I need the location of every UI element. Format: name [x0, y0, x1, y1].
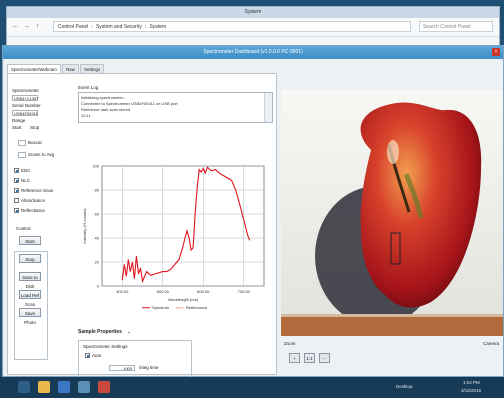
- auto-checkbox[interactable]: [85, 353, 90, 358]
- save-photo-button[interactable]: Save Photo: [19, 308, 41, 325]
- tab-content: Spectrometer USB4+C1357 Serial Number US…: [7, 73, 277, 378]
- x-tick-label: 700.00: [238, 289, 251, 294]
- controls-group: [14, 251, 48, 360]
- spectrometer-app-window: Spectrometer Dashboard (v1.0.0.0 PC-9501…: [2, 45, 504, 378]
- scans-field[interactable]: [18, 152, 26, 158]
- log-line: 10.11: [81, 113, 91, 118]
- start-label: Start: [12, 125, 22, 130]
- reflectance-label: Reflectance: [21, 208, 45, 213]
- breadcrumb-item[interactable]: System and Security: [95, 24, 142, 30]
- zoom-label: Zoom: [284, 341, 296, 346]
- reference-scan-label: Reference Scan: [21, 188, 54, 193]
- event-log[interactable]: Initializing spectrometer... Connected t…: [78, 92, 273, 123]
- spectrometer-app-icon[interactable]: [98, 381, 110, 393]
- spectrum-chart: 0 20 40 60 80 100 400.00 500.00 600.00 700.00 Wave…: [82, 164, 265, 310]
- legend-label: Reflectance: [186, 305, 208, 310]
- legend-label: Spectrum: [152, 305, 170, 310]
- settings-group-label: Spectrometer Settings: [83, 344, 128, 349]
- address-bar[interactable]: Control Panel › System and Security › System: [53, 21, 411, 32]
- serial-label: Serial Number: [12, 103, 41, 108]
- zoom-out-button[interactable]: −: [319, 353, 330, 363]
- range-label: Range: [12, 118, 26, 123]
- integration-unit-label: integ time: [139, 365, 159, 370]
- save-to-disk-button[interactable]: Save to Disk: [19, 272, 41, 289]
- load-ref-scan-button[interactable]: Load Ref Scan: [19, 290, 41, 307]
- y-axis-label: Intensity (% counts): [82, 208, 87, 244]
- forward-arrow-icon[interactable]: →: [23, 23, 30, 30]
- log-line: Reference dark scan stored: [81, 107, 131, 112]
- log-line: Connected to Spectrometer USB4F05311 on …: [81, 101, 178, 106]
- event-log-label: Event Log: [78, 85, 99, 90]
- log-scrollbar[interactable]: [264, 93, 272, 122]
- scans-label: Scans to Avg: [28, 152, 55, 157]
- camera-image: [281, 90, 503, 336]
- zoom-controls: Zoom Camera + 1:1 −: [281, 341, 503, 371]
- boxcar-label: Boxcar: [28, 140, 43, 145]
- clock-time[interactable]: 1:04 PM: [463, 380, 480, 385]
- back-arrow-icon[interactable]: ←: [12, 23, 19, 30]
- y-tick-label: 80: [95, 188, 100, 193]
- breadcrumb-item[interactable]: System: [149, 24, 167, 30]
- close-icon[interactable]: ×: [492, 48, 500, 56]
- reflectance-checkbox[interactable]: [14, 208, 19, 213]
- device-field[interactable]: USB4+C1357: [12, 95, 39, 101]
- nlc-checkbox[interactable]: [14, 178, 19, 183]
- y-tick-label: 100: [92, 164, 99, 169]
- apple-photo: [281, 90, 503, 336]
- auto-label: Auto: [92, 353, 102, 358]
- boxcar-field[interactable]: [18, 140, 26, 146]
- search-input[interactable]: Search Control Panel: [419, 21, 493, 32]
- plot-area: [101, 165, 265, 287]
- tab-settings[interactable]: Settings: [79, 64, 105, 74]
- zoom-reset-button[interactable]: 1:1: [304, 353, 315, 363]
- spectrometer-label: Spectrometer: [12, 88, 40, 93]
- x-axis-label: Wavelength (nm): [168, 297, 199, 302]
- explorer-toolbar: ← → ↑ Control Panel › System and Security ›…: [7, 18, 499, 37]
- camera-label: Camera: [482, 341, 499, 346]
- sample-region-marker[interactable]: [390, 232, 401, 265]
- y-tick-label: 0: [97, 284, 100, 289]
- edc-label: EDC: [21, 168, 31, 173]
- start-button[interactable]: Start: [19, 236, 41, 245]
- app-icon[interactable]: [78, 381, 90, 393]
- taskbar: Desktop 1:04 PM 3/15/2016: [0, 377, 504, 398]
- browser-icon[interactable]: [58, 381, 70, 393]
- expand-icon[interactable]: ⌄: [127, 329, 132, 335]
- tab-spectrometer-webcam[interactable]: Spectrometer/Webcam: [7, 64, 61, 74]
- nlc-label: NLC: [21, 178, 31, 183]
- desktop-toolbar-label[interactable]: Desktop: [396, 384, 413, 389]
- edc-checkbox[interactable]: [14, 168, 19, 173]
- tab-bar: Spectrometer/Webcam Raw Settings: [7, 64, 105, 74]
- up-arrow-icon[interactable]: ↑: [35, 23, 40, 30]
- breadcrumb-item[interactable]: Control Panel: [58, 24, 89, 30]
- absorbance-label: Absorbance: [21, 198, 46, 203]
- file-explorer-icon[interactable]: [38, 381, 50, 393]
- clock-date[interactable]: 3/15/2016: [461, 388, 482, 393]
- controls-label: Control: [16, 226, 31, 231]
- integration-time-field[interactable]: 1000: [109, 365, 135, 371]
- log-line: Initializing spectrometer...: [81, 95, 127, 100]
- zoom-in-button[interactable]: +: [289, 353, 300, 363]
- stop-button[interactable]: Stop: [19, 254, 41, 263]
- tab-raw[interactable]: Raw: [61, 64, 79, 74]
- start-icon[interactable]: [18, 381, 30, 393]
- reference-scan-checkbox[interactable]: [14, 188, 19, 193]
- y-tick-label: 60: [95, 212, 100, 217]
- x-tick-label: 500.00: [157, 289, 170, 294]
- x-tick-label: 600.00: [197, 289, 210, 294]
- spectrometer-settings-group: Spectrometer Settings Auto 1000 integ ti…: [78, 340, 192, 378]
- app-title: Spectrometer Dashboard (v1.0.0.0 PC-9501…: [3, 46, 503, 59]
- y-tick-label: 20: [95, 260, 100, 265]
- y-tick-label: 40: [95, 236, 100, 241]
- window-title: System: [7, 7, 499, 18]
- sample-properties-header: Sample Properties: [78, 329, 122, 335]
- stop-label: Stop: [30, 125, 40, 130]
- x-tick-label: 400.00: [116, 289, 129, 294]
- absorbance-checkbox[interactable]: [14, 198, 19, 203]
- series-line-spectrum: [121, 166, 251, 284]
- serial-field[interactable]: USB4F05311: [12, 110, 38, 116]
